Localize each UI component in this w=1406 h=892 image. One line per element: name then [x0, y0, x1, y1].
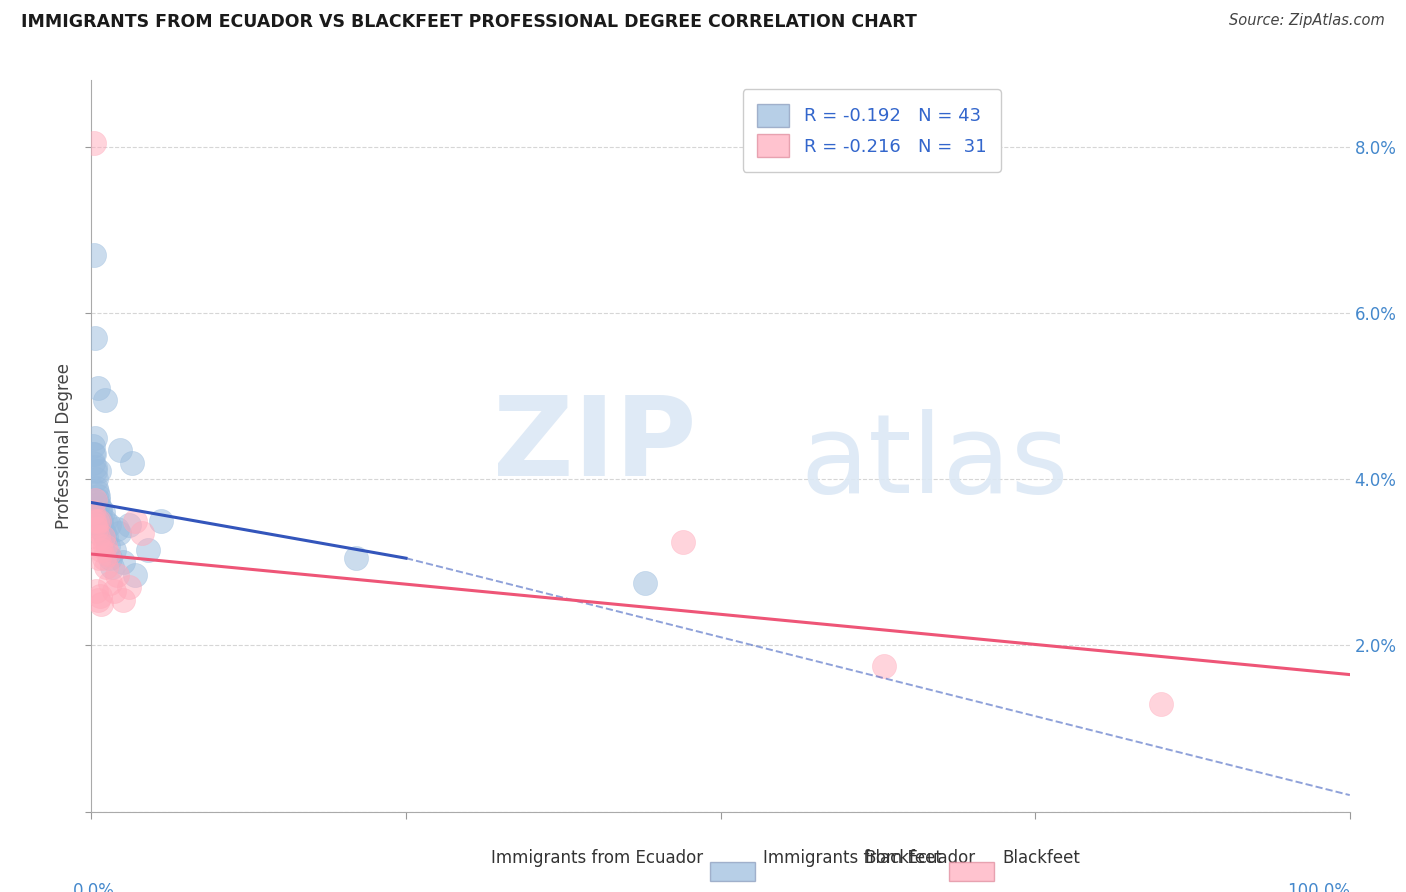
- Point: [83, 447, 105, 461]
- Point: [86, 592, 108, 607]
- Point: [873, 659, 896, 673]
- Point: [82, 447, 104, 461]
- Point: [118, 580, 141, 594]
- Point: [110, 443, 132, 458]
- Point: [1150, 697, 1173, 711]
- Point: [86, 493, 108, 508]
- Point: [87, 464, 110, 478]
- Point: [98, 551, 121, 566]
- Point: [91, 506, 114, 520]
- Point: [90, 542, 112, 557]
- Point: [111, 555, 134, 569]
- Point: [82, 439, 104, 453]
- Point: [86, 514, 108, 528]
- Point: [124, 567, 146, 582]
- Point: [87, 551, 110, 566]
- Point: [103, 542, 125, 557]
- Point: [96, 530, 118, 544]
- Point: [83, 464, 105, 478]
- Point: [97, 547, 120, 561]
- Point: [86, 584, 108, 599]
- Point: [90, 597, 112, 611]
- Y-axis label: Professional Degree: Professional Degree: [55, 363, 73, 529]
- Point: [634, 576, 657, 591]
- Point: [94, 514, 117, 528]
- Point: [98, 518, 121, 533]
- Point: [97, 539, 120, 553]
- Point: [87, 489, 110, 503]
- Point: [89, 539, 111, 553]
- Point: [89, 589, 111, 603]
- Point: [105, 567, 128, 582]
- Legend: R = -0.192   N = 43, R = -0.216   N =  31: R = -0.192 N = 43, R = -0.216 N = 31: [742, 89, 1001, 172]
- Point: [84, 472, 107, 486]
- Point: [84, 459, 107, 474]
- Point: [96, 559, 118, 574]
- Point: [83, 514, 105, 528]
- Point: [108, 526, 131, 541]
- Text: 0.0%: 0.0%: [73, 882, 114, 892]
- Point: [105, 522, 128, 536]
- Point: [91, 530, 114, 544]
- Point: [136, 542, 159, 557]
- Text: Immigrants from Ecuador: Immigrants from Ecuador: [491, 849, 703, 867]
- Text: ZIP: ZIP: [494, 392, 696, 500]
- Point: [86, 522, 108, 536]
- Point: [89, 501, 111, 516]
- Point: [118, 518, 141, 533]
- Point: [86, 481, 108, 495]
- Point: [672, 534, 695, 549]
- Point: [98, 576, 121, 591]
- Point: [344, 551, 367, 566]
- Point: [93, 526, 115, 541]
- Point: [94, 393, 117, 408]
- Point: [131, 526, 153, 541]
- Point: [83, 431, 105, 445]
- Point: [93, 551, 115, 566]
- Point: [89, 506, 111, 520]
- Point: [90, 522, 112, 536]
- Point: [86, 381, 108, 395]
- Point: [87, 514, 110, 528]
- Point: [90, 514, 112, 528]
- Text: Blackfeet: Blackfeet: [865, 849, 942, 867]
- Point: [111, 592, 134, 607]
- Text: Immigrants from Ecuador: Immigrants from Ecuador: [763, 849, 976, 867]
- Point: [82, 506, 104, 520]
- Point: [121, 456, 143, 470]
- Point: [149, 514, 172, 528]
- Point: [84, 331, 107, 345]
- Point: [84, 518, 107, 533]
- Text: 100.0%: 100.0%: [1286, 882, 1350, 892]
- Point: [100, 559, 122, 574]
- Point: [87, 497, 110, 511]
- Point: [86, 484, 108, 499]
- Text: Source: ZipAtlas.com: Source: ZipAtlas.com: [1229, 13, 1385, 29]
- Point: [90, 518, 112, 533]
- Point: [86, 530, 108, 544]
- Point: [94, 539, 117, 553]
- Point: [82, 456, 104, 470]
- Text: Blackfeet: Blackfeet: [1002, 849, 1080, 867]
- Text: atlas: atlas: [800, 409, 1069, 516]
- Text: IMMIGRANTS FROM ECUADOR VS BLACKFEET PROFESSIONAL DEGREE CORRELATION CHART: IMMIGRANTS FROM ECUADOR VS BLACKFEET PRO…: [21, 13, 917, 31]
- Point: [83, 248, 105, 262]
- Point: [84, 493, 107, 508]
- Point: [124, 514, 146, 528]
- Point: [103, 584, 125, 599]
- Point: [83, 136, 105, 150]
